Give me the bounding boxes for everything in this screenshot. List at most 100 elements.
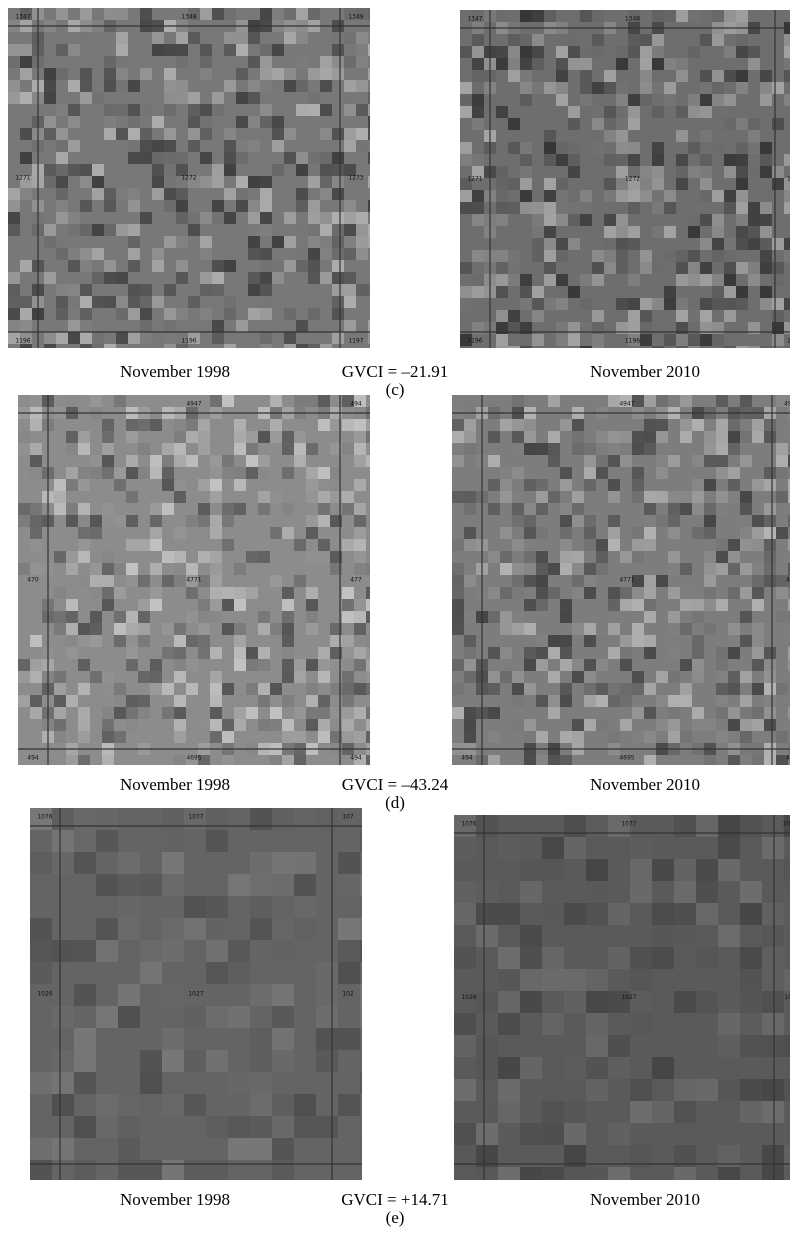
- pixel: [18, 443, 30, 455]
- pixel: [712, 70, 724, 82]
- pixel: [724, 70, 736, 82]
- pixel: [282, 659, 294, 671]
- pixel: [680, 683, 692, 695]
- pixel: [688, 226, 700, 238]
- pixel: [18, 671, 30, 683]
- pixel: [652, 190, 664, 202]
- pixel: [572, 731, 584, 743]
- pixel: [632, 551, 644, 563]
- pixel: [366, 455, 378, 467]
- pixel: [664, 10, 676, 22]
- pixel: [90, 587, 102, 599]
- pixel: [472, 250, 484, 262]
- pixel: [524, 623, 536, 635]
- pixel: [66, 659, 78, 671]
- pixel: [736, 82, 748, 94]
- pixel: [152, 164, 164, 176]
- pixel: [66, 479, 78, 491]
- pixel: [316, 984, 338, 1006]
- pixel: [74, 984, 96, 1006]
- pixel: [200, 152, 212, 164]
- pixel: [342, 539, 354, 551]
- grid-label: 470: [27, 577, 39, 584]
- pixel: [116, 332, 128, 344]
- pixel: [186, 455, 198, 467]
- pixel: [74, 852, 96, 874]
- pixel: [66, 623, 78, 635]
- pixel: [548, 443, 560, 455]
- pixel: [496, 346, 508, 358]
- pixel: [162, 503, 174, 515]
- pixel: [736, 202, 748, 214]
- pixel: [532, 286, 544, 298]
- pixel: [212, 200, 224, 212]
- pixel: [354, 443, 366, 455]
- pixel: [784, 298, 790, 310]
- pixel: [186, 587, 198, 599]
- pixel: [724, 190, 736, 202]
- pixel: [464, 707, 476, 719]
- pixel: [664, 58, 676, 70]
- pixel: [8, 224, 20, 236]
- pixel: [118, 896, 140, 918]
- pixel: [508, 58, 520, 70]
- pixel: [620, 647, 632, 659]
- pixel: [74, 1072, 96, 1094]
- pixel: [332, 248, 344, 260]
- pixel: [680, 419, 692, 431]
- pixel: [68, 248, 80, 260]
- pixel: [704, 719, 716, 731]
- pixel: [520, 70, 532, 82]
- pixel: [498, 903, 520, 925]
- pixel: [652, 1101, 674, 1123]
- pixel: [284, 68, 296, 80]
- pixel: [174, 527, 186, 539]
- pixel: [44, 92, 56, 104]
- pixel: [536, 563, 548, 575]
- pixel: [150, 455, 162, 467]
- pixel: [724, 298, 736, 310]
- pixel: [270, 755, 282, 767]
- pixel: [212, 284, 224, 296]
- pixel: [556, 58, 568, 70]
- grid-label: 494: [350, 755, 362, 762]
- pixel: [102, 467, 114, 479]
- pixel: [272, 1028, 294, 1050]
- pixel: [54, 719, 66, 731]
- pixel: [116, 80, 128, 92]
- pixel: [210, 719, 222, 731]
- pixel: [174, 551, 186, 563]
- pixel: [640, 166, 652, 178]
- pixel: [272, 116, 284, 128]
- pixel: [560, 611, 572, 623]
- pixel: [680, 731, 692, 743]
- pixel: [102, 443, 114, 455]
- pixel: [90, 563, 102, 575]
- pixel: [360, 1006, 382, 1028]
- pixel: [128, 260, 140, 272]
- pixel: [542, 1013, 564, 1035]
- pixel: [176, 80, 188, 92]
- pixel: [198, 479, 210, 491]
- pixel: [118, 1138, 140, 1160]
- pixel: [306, 659, 318, 671]
- pixel: [542, 837, 564, 859]
- pixel: [66, 599, 78, 611]
- pixel: [176, 344, 188, 356]
- pixel: [272, 8, 284, 20]
- pixel: [656, 671, 668, 683]
- grid-label: 1076: [37, 814, 52, 821]
- pixel: [222, 515, 234, 527]
- pixel: [772, 118, 784, 130]
- pixel: [608, 539, 620, 551]
- index-value: GVCI = +14.71: [341, 1190, 448, 1209]
- pixel: [718, 1167, 740, 1189]
- pixel: [250, 1116, 272, 1138]
- pixel: [282, 635, 294, 647]
- pixel: [212, 212, 224, 224]
- pixel: [680, 503, 692, 515]
- pixel: [632, 443, 644, 455]
- pixel: [342, 419, 354, 431]
- pixel: [704, 419, 716, 431]
- pixel: [764, 431, 776, 443]
